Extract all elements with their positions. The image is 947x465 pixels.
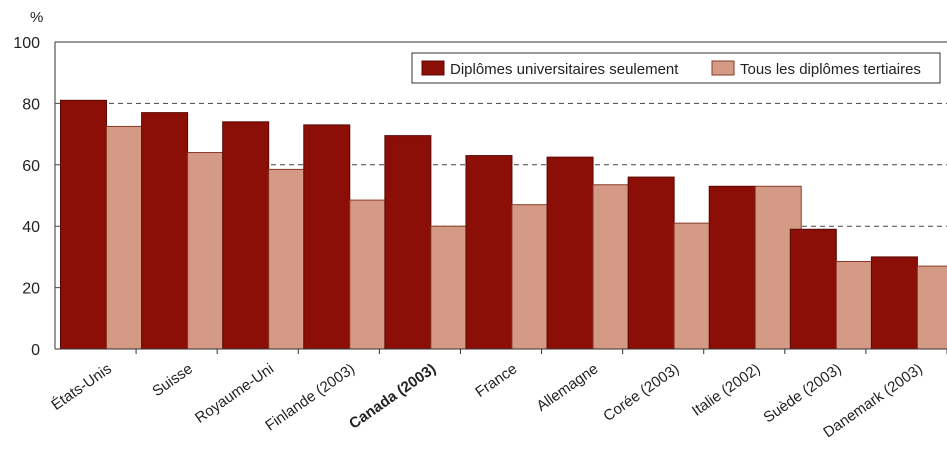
legend-swatch (712, 61, 734, 75)
y-tick-label: 100 (13, 35, 40, 52)
y-tick-label: 40 (22, 219, 40, 236)
x-category-label: Finlande (2003) (262, 360, 358, 434)
x-category-label: Suède (2003) (760, 360, 844, 426)
bar-universitaires (385, 136, 431, 349)
y-tick-label: 0 (31, 342, 40, 359)
bar-universitaires (61, 100, 107, 349)
legend: Diplômes universitaires seulement Tous le… (412, 53, 940, 83)
x-category-label: Italie (2002) (689, 360, 764, 419)
bar-universitaires (790, 229, 836, 349)
y-tick-label: 80 (22, 96, 40, 113)
x-category-label: Royaume-Uni (192, 360, 277, 427)
legend-label: Diplômes universitaires seulement (450, 61, 679, 78)
bar-universitaires (628, 177, 674, 349)
bar-universitaires (871, 257, 917, 349)
x-category-label: Suisse (149, 360, 196, 400)
legend-swatch (422, 61, 444, 75)
bar-universitaires (223, 122, 269, 349)
y-tick-label: 60 (22, 158, 40, 175)
bar-universitaires (466, 156, 512, 349)
bar-tertiaires (917, 266, 947, 349)
legend-label: Tous les diplômes tertiaires (740, 61, 921, 78)
y-tick-label: 20 (22, 281, 40, 298)
bar-universitaires (709, 186, 755, 349)
x-category-label: France (472, 360, 520, 401)
bars (61, 100, 947, 349)
x-category-label: Allemagne (534, 360, 602, 415)
x-category-label: Canada (2003) (346, 360, 439, 432)
bar-universitaires (304, 125, 350, 349)
x-category-label: Corée (2003) (600, 360, 682, 425)
bar-universitaires (142, 113, 188, 349)
bar-universitaires (547, 157, 593, 349)
x-category-label: États-Unis (48, 360, 114, 414)
y-axis-unit-label: % (30, 9, 43, 26)
